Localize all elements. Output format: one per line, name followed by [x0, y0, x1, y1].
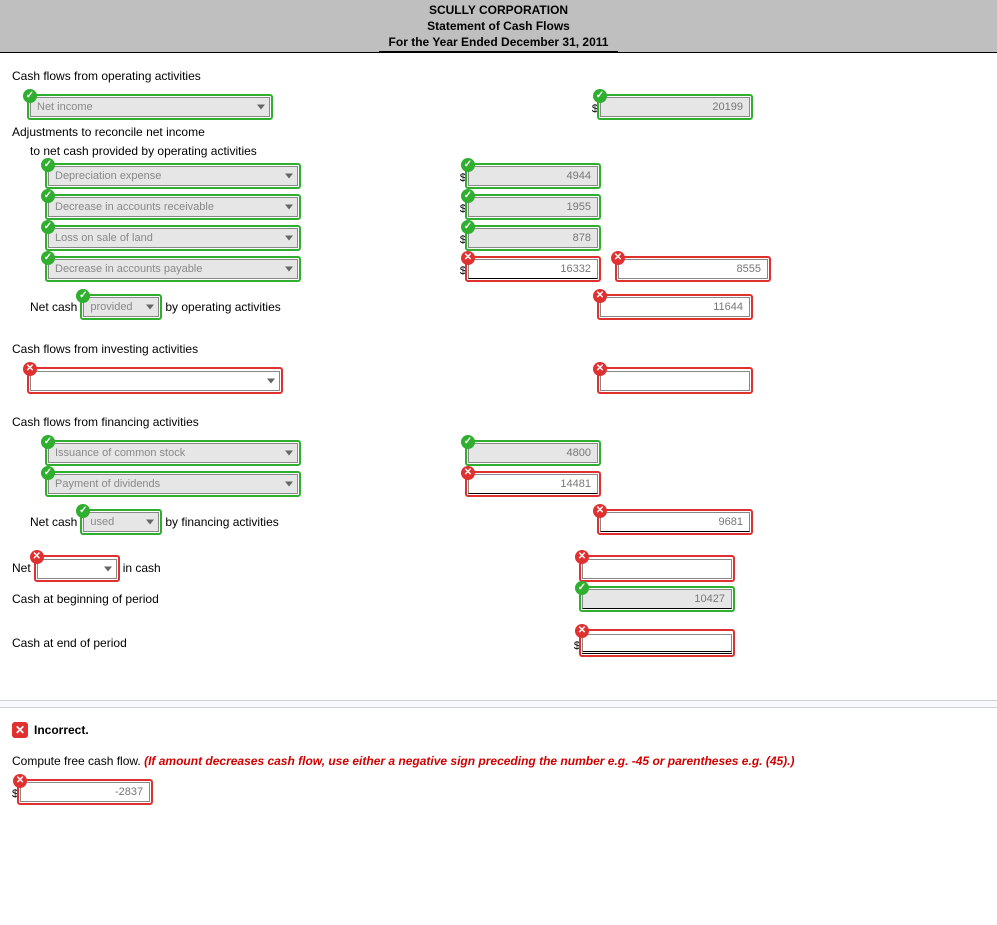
check-icon: ✓	[23, 89, 37, 103]
incorrect-badge-icon: ✕	[12, 722, 28, 738]
x-icon: ✕	[611, 251, 625, 265]
check-icon: ✓	[41, 435, 55, 449]
x-icon: ✕	[593, 504, 607, 518]
dollar-sign: $	[574, 640, 580, 654]
adjustment-amount[interactable]: 1955✓	[468, 197, 598, 217]
header-title: Statement of Cash Flows	[0, 18, 997, 34]
dollar-sign: $	[460, 234, 466, 248]
net-change-prefix: Net	[12, 561, 31, 575]
feedback-status-text: Incorrect.	[34, 723, 89, 737]
dollar-sign: $	[12, 788, 18, 802]
check-icon: ✓	[41, 466, 55, 480]
netcash-op-prefix: Net cash	[30, 300, 77, 314]
net-change-direction-select[interactable]: ✕	[37, 558, 117, 579]
dollar-sign: $	[460, 172, 466, 186]
check-icon: ✓	[41, 189, 55, 203]
financing-provided-used-select[interactable]: used ✓	[83, 512, 159, 532]
financing-item-select[interactable]: Issuance of common stock✓	[48, 443, 298, 463]
operating-section-header: Cash flows from operating activities	[12, 69, 392, 83]
investing-item-amount[interactable]: ✕	[600, 370, 750, 391]
financing-netcash-amount[interactable]: 9681 ✕	[600, 512, 750, 532]
ending-cash-amount[interactable]: ✕	[582, 632, 732, 654]
divider	[0, 700, 997, 708]
adjustment-select[interactable]: Depreciation expense✓	[48, 166, 298, 186]
adjustments-total-amount[interactable]: 8555✕	[618, 259, 768, 279]
worksheet: Cash flows from operating activities Net…	[0, 53, 997, 680]
header-period: For the Year Ended December 31, 2011	[379, 34, 619, 52]
net-income-amount[interactable]: 20199 ✓	[600, 97, 750, 117]
check-icon: ✓	[461, 189, 475, 203]
x-icon: ✕	[575, 550, 589, 564]
adjustment-select[interactable]: Decrease in accounts receivable✓	[48, 197, 298, 217]
check-icon: ✓	[593, 89, 607, 103]
financing-item-amount[interactable]: 4800✓	[468, 443, 598, 463]
x-icon: ✕	[461, 466, 475, 480]
x-icon: ✕	[575, 624, 589, 638]
operating-netcash-amount[interactable]: 11644 ✕	[600, 297, 750, 317]
free-cash-flow-amount[interactable]: -2837 ✕	[20, 782, 150, 802]
dollar-sign: $	[460, 265, 466, 279]
adjustment-select[interactable]: Decrease in accounts payable✓	[48, 259, 298, 279]
net-income-select[interactable]: Net income ✓	[30, 97, 270, 117]
check-icon: ✓	[41, 220, 55, 234]
financing-item-select[interactable]: Payment of dividends✓	[48, 474, 298, 494]
x-icon: ✕	[593, 289, 607, 303]
adjustments-text-1: Adjustments to reconcile net income	[12, 125, 392, 139]
netcash-fin-prefix: Net cash	[30, 515, 77, 529]
x-icon: ✕	[593, 362, 607, 376]
dollar-sign: $	[592, 103, 598, 117]
header-company: SCULLY CORPORATION	[0, 2, 997, 18]
investing-section-header: Cash flows from investing activities	[12, 342, 392, 356]
adjustment-amount[interactable]: 16332✕	[468, 259, 598, 279]
statement-header: SCULLY CORPORATION Statement of Cash Flo…	[0, 0, 997, 53]
check-icon: ✓	[575, 581, 589, 595]
financing-section-header: Cash flows from financing activities	[12, 415, 392, 429]
adjustment-amount[interactable]: 4944✓	[468, 166, 598, 186]
check-icon: ✓	[461, 220, 475, 234]
net-change-amount[interactable]: ✕	[582, 558, 732, 579]
check-icon: ✓	[461, 158, 475, 172]
adjustment-amount[interactable]: 878✓	[468, 228, 598, 248]
financing-item-amount[interactable]: 14481✕	[468, 474, 598, 494]
dollar-sign: $	[460, 203, 466, 217]
free-cash-flow-instruction: Compute free cash flow. (If amount decre…	[12, 754, 985, 768]
beginning-cash-amount[interactable]: 10427 ✓	[582, 589, 732, 609]
x-icon: ✕	[23, 362, 37, 376]
investing-item-select[interactable]: ✕	[30, 370, 280, 391]
check-icon: ✓	[41, 158, 55, 172]
net-change-suffix: in cash	[123, 561, 161, 575]
check-icon: ✓	[41, 251, 55, 265]
adjustments-text-2: to net cash provided by operating activi…	[12, 144, 410, 158]
netcash-fin-suffix: by financing activities	[165, 515, 278, 529]
x-icon: ✕	[461, 251, 475, 265]
feedback-section: ✕ Incorrect. Compute free cash flow. (If…	[0, 708, 997, 808]
operating-provided-used-select[interactable]: provided ✓	[83, 297, 159, 317]
netcash-op-suffix: by operating activities	[165, 300, 280, 314]
beginning-cash-label: Cash at beginning of period	[12, 592, 392, 606]
x-icon: ✕	[30, 550, 44, 564]
ending-cash-label: Cash at end of period	[12, 636, 392, 650]
adjustment-select[interactable]: Loss on sale of land✓	[48, 228, 298, 248]
check-icon: ✓	[461, 435, 475, 449]
